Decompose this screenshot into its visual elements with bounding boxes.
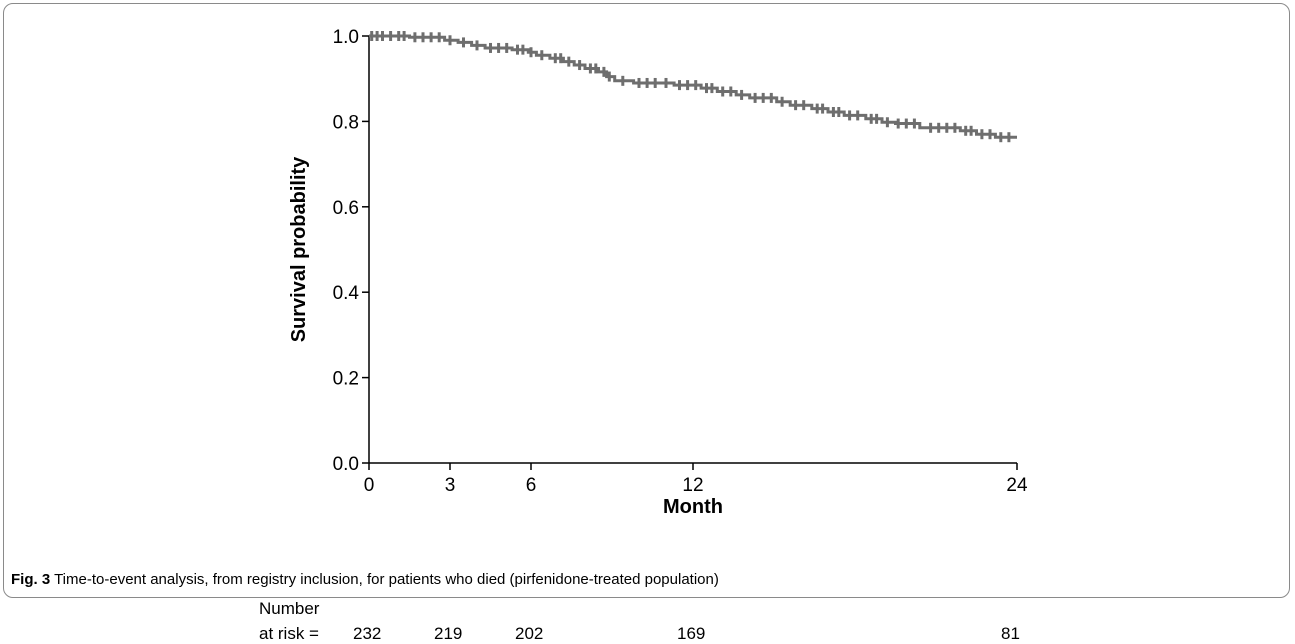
risk-count: 81 (1001, 624, 1020, 643)
x-tick-label: 3 (445, 475, 456, 496)
censor-marks (370, 31, 1011, 143)
x-tick-label: 12 (682, 475, 703, 496)
survival-chart: 0.0 0.2 0.4 0.6 0.8 1.0 0 3 6 12 24 Month Survival… (288, 27, 1028, 518)
risk-count: 219 (434, 624, 463, 643)
figure-label: Fig. 3 (11, 571, 51, 588)
figure-frame (3, 3, 1290, 598)
x-axis-title: Month (663, 496, 723, 518)
y-tick-label: 0.0 (333, 454, 359, 475)
tick-labels: 0.0 0.2 0.4 0.6 0.8 1.0 0 3 6 12 24 (333, 27, 1028, 496)
axes (362, 35, 1018, 470)
y-axis-title: Survival probability (288, 156, 310, 342)
y-tick-label: 0.2 (333, 369, 359, 390)
y-tick-label: 0.4 (333, 283, 360, 304)
y-tick-label: 0.8 (333, 112, 359, 133)
figure-caption: Fig. 3 Time-to-event analysis, from regi… (11, 571, 719, 588)
risk-header-line1: Number (259, 599, 320, 618)
risk-count: 232 (353, 624, 382, 643)
risk-count: 202 (515, 624, 544, 643)
x-tick-label: 24 (1006, 475, 1028, 496)
caption-text: Time-to-event analysis, from registry in… (54, 571, 719, 588)
risk-header-line2: at risk = (259, 624, 319, 643)
x-tick-label: 6 (526, 475, 537, 496)
risk-count: 169 (677, 624, 706, 643)
y-tick-label: 0.6 (333, 198, 359, 219)
survival-line (369, 34, 1017, 139)
y-tick-label: 1.0 (333, 27, 359, 48)
x-tick-label: 0 (364, 475, 375, 496)
survival-curve (369, 34, 1017, 139)
